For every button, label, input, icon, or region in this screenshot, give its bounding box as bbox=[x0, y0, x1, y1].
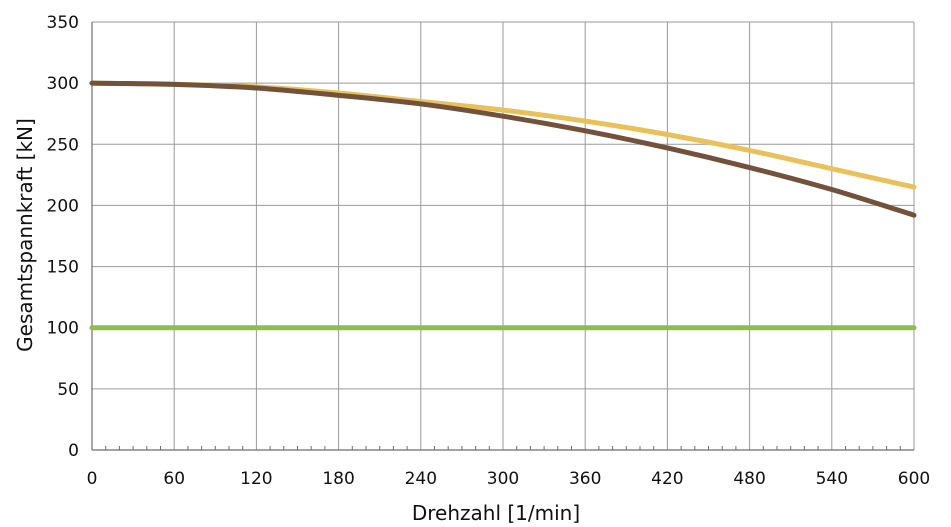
x-tick-label: 360 bbox=[569, 469, 601, 489]
y-tick-label: 250 bbox=[47, 135, 79, 155]
x-tick-label: 600 bbox=[898, 469, 930, 489]
y-tick-label: 0 bbox=[68, 441, 79, 461]
x-tick-label: 300 bbox=[487, 469, 519, 489]
x-tick-label: 540 bbox=[816, 469, 848, 489]
x-tick-label: 60 bbox=[163, 469, 185, 489]
y-axis-title: Gesamtspannkraft [kN] bbox=[13, 118, 37, 352]
y-tick-label: 50 bbox=[57, 380, 79, 400]
axes bbox=[91, 22, 914, 451]
y-tick-label: 100 bbox=[47, 319, 79, 339]
y-tick-label: 350 bbox=[47, 13, 79, 33]
x-tick-label: 0 bbox=[87, 469, 98, 489]
x-tick-label: 240 bbox=[405, 469, 437, 489]
grid bbox=[92, 21, 915, 450]
series-line-brown bbox=[89, 80, 917, 218]
x-tick-label: 420 bbox=[651, 469, 683, 489]
x-tick-label: 120 bbox=[240, 469, 272, 489]
tick-labels: 0 50 100 150 200 250 300 350 0 60 120 180 240 300 360 4… bbox=[47, 13, 931, 489]
x-tick-label: 480 bbox=[733, 469, 765, 489]
y-tick-label: 300 bbox=[47, 74, 79, 94]
minor-ticks bbox=[105, 446, 901, 450]
y-tick-label: 200 bbox=[47, 196, 79, 216]
x-axis-title: Drehzahl [1/min] bbox=[412, 501, 580, 525]
series-lines bbox=[89, 80, 917, 331]
y-tick-label: 150 bbox=[47, 258, 79, 278]
x-tick-label: 180 bbox=[322, 469, 354, 489]
